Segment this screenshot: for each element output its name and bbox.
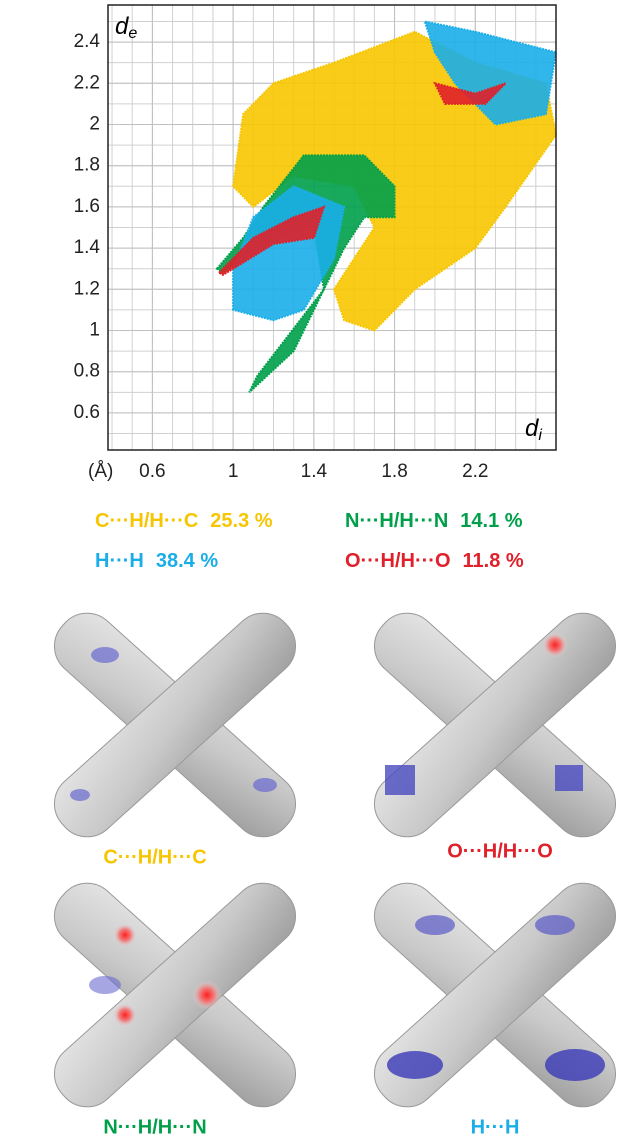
surface-panel (361, 870, 629, 1120)
plot-frame (107, 4, 557, 451)
y-tick-label: 2.2 (74, 72, 100, 93)
y-tick-label: 2.4 (74, 31, 101, 52)
y-tick-label: 0.8 (74, 361, 100, 382)
y-axis-label-sub: e (128, 25, 137, 42)
surface-label: C···H/H···C (103, 846, 206, 868)
y-tick-label: 1.2 (74, 278, 100, 299)
legend-name: H···H (95, 550, 144, 572)
legend-name: N···H/H···N (345, 510, 448, 532)
y-tick-label: 1 (89, 320, 100, 341)
surface-label: N···H/H···N (103, 1116, 206, 1138)
y-tick-label: 1.4 (74, 237, 101, 258)
x-tick-label: 2.2 (462, 461, 488, 482)
fingerprint-region (232, 30, 558, 332)
surface-panel (41, 600, 309, 850)
legend-name: O···H/H···O (345, 550, 451, 572)
legend-entry: N···H/H···N 14.1 % (345, 510, 523, 532)
x-tick-label: 1.4 (301, 461, 328, 482)
x-axis-label-sub: i (538, 427, 542, 444)
x-tick-label: 1 (228, 461, 239, 482)
legend-entry: C···H/H···C 25.3 % (95, 510, 273, 532)
y-tick-label: 0.6 (74, 402, 100, 423)
legend-entry: O···H/H···O 11.8 % (345, 550, 524, 572)
surface-panel (361, 600, 629, 850)
x-axis-label: di (525, 415, 542, 444)
legend-entry: H···H 38.4 % (95, 550, 218, 572)
x-axis-label-main: d (525, 415, 539, 442)
surface-panel (41, 870, 309, 1120)
surface-label: O···H/H···O (447, 840, 553, 862)
fingerprint-region (217, 81, 507, 277)
legend-share: 11.8 % (463, 550, 524, 572)
legend-share: 38.4 % (156, 550, 218, 572)
unit-label: (Å) (88, 461, 113, 482)
surface-label: H···H (471, 1116, 520, 1138)
y-axis-label-main: d (115, 13, 129, 40)
y-axis-label: de (115, 13, 137, 42)
y-tick-label: 1.8 (74, 155, 100, 176)
legend-name: C···H/H···C (95, 510, 198, 532)
legend-share: 25.3 % (210, 510, 272, 532)
y-tick-label: 2 (89, 114, 100, 135)
legend-share: 14.1 % (460, 510, 522, 532)
x-tick-label: 0.6 (139, 461, 165, 482)
x-tick-label: 1.8 (381, 461, 407, 482)
y-tick-label: 1.6 (74, 196, 100, 217)
